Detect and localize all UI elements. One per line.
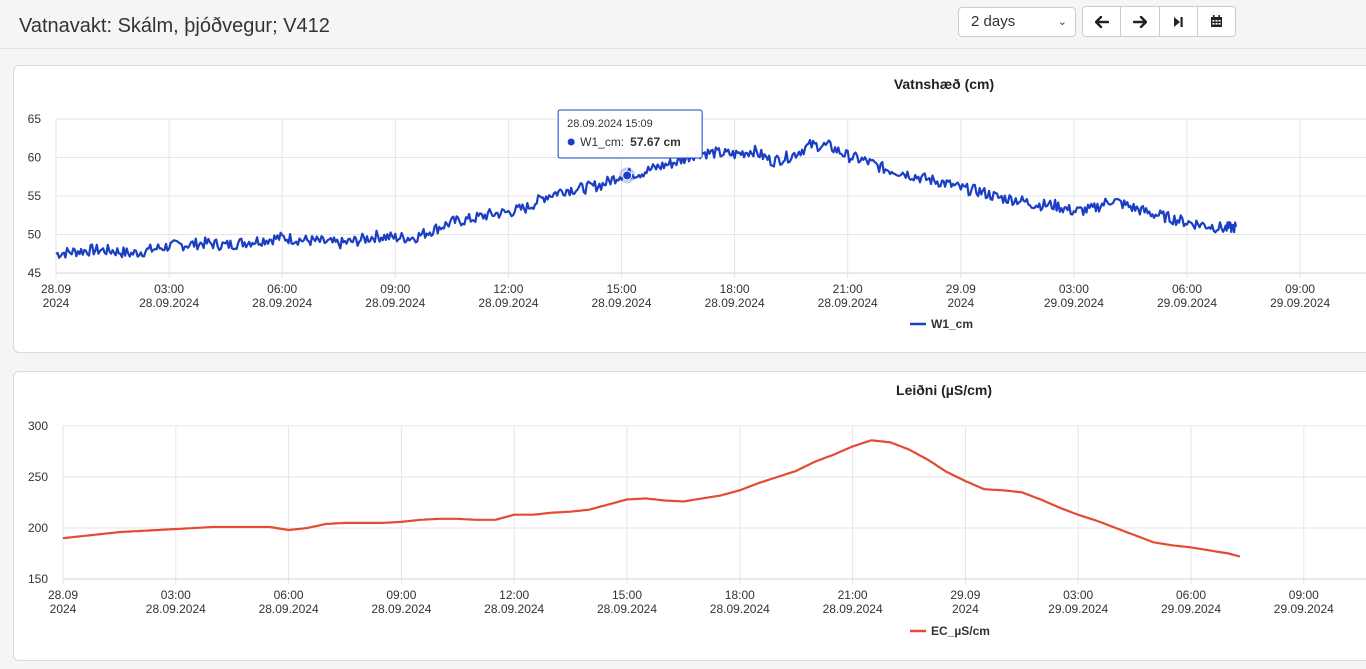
x-tick-label: 15:00: [606, 282, 636, 296]
x-tick-label: 09:00: [380, 282, 410, 296]
y-tick-label: 45: [28, 266, 42, 280]
y-tick-label: 150: [28, 572, 48, 586]
x-tick-label: 28.09: [48, 588, 78, 602]
x-tick-label: 18:00: [725, 588, 755, 602]
x-tick-label: 21:00: [838, 588, 868, 602]
conductivity-chart-panel: Leiðni (µS/cm) 150 200 250 300 28.09 2024 03:00…: [13, 371, 1366, 661]
tooltip-time: 28.09.2024 15:09: [567, 118, 653, 130]
navigation-button-group: [1082, 6, 1236, 37]
x-tick-label: 03:00: [154, 282, 184, 296]
tooltip-box: [557, 109, 703, 159]
x-tick-label: 28.09.2024: [146, 602, 206, 616]
page-title: Vatnavakt: Skálm, þjóðvegur; V412: [19, 15, 330, 37]
x-tick-label: 29.09.2024: [1161, 602, 1221, 616]
x-tick-label: 12:00: [493, 282, 523, 296]
x-tick-label: 28.09.2024: [710, 602, 770, 616]
x-tick-label: 18:00: [720, 282, 750, 296]
x-tick-label: 03:00: [161, 588, 191, 602]
back-button[interactable]: [1083, 7, 1122, 36]
x-tick-label: 28.09.2024: [371, 602, 431, 616]
arrow-right-icon: [1132, 15, 1147, 28]
y-tick-label: 65: [28, 112, 42, 126]
x-tick-label: 28.09.2024: [818, 296, 878, 310]
x-tick-label: 06:00: [1176, 588, 1206, 602]
x-tick-label: 06:00: [274, 588, 304, 602]
series-line-W1_cm: [55, 138, 1238, 259]
conductivity-chart: Leiðni (µS/cm)15020025030028.09202403:00…: [28, 382, 1366, 638]
x-tick-label: 28.09: [41, 282, 71, 296]
x-tick-label: 29.09.2024: [1048, 602, 1108, 616]
x-tick-label: 28.09.2024: [139, 296, 199, 310]
chart-title: Leiðni (µS/cm): [896, 382, 992, 398]
y-tick-label: 250: [28, 470, 48, 484]
x-tick-label: 09:00: [1289, 588, 1319, 602]
x-tick-label: 12:00: [499, 588, 529, 602]
x-tick-label: 03:00: [1063, 588, 1093, 602]
x-tick-label: 06:00: [1172, 282, 1202, 296]
x-tick-label: 29.09: [946, 282, 976, 296]
header-bar: Vatnavakt: Skálm, þjóðvegur; V412 2 days…: [0, 0, 1366, 49]
y-tick-label: 55: [28, 189, 42, 203]
x-tick-label: 29.09.2024: [1270, 296, 1330, 310]
x-tick-label: 28.09.2024: [484, 602, 544, 616]
x-tick-label: 29.09: [950, 588, 980, 602]
x-tick-label: 2024: [947, 296, 974, 310]
x-tick-label: 28.09.2024: [365, 296, 425, 310]
water-level-chart-panel: Vatnshæð (cm) 45 50 55 60 65 28.09 2024 03:00 28.…: [13, 65, 1366, 353]
tooltip-series-marker: [567, 138, 575, 146]
x-tick-label: 28.09.2024: [705, 296, 765, 310]
y-tick-label: 50: [28, 228, 42, 242]
y-tick-label: 200: [28, 521, 48, 535]
x-tick-label: 28.09.2024: [259, 602, 319, 616]
x-tick-label: 28.09.2024: [591, 296, 651, 310]
legend-label: W1_cm: [931, 317, 973, 331]
x-tick-label: 09:00: [1285, 282, 1315, 296]
x-tick-label: 06:00: [267, 282, 297, 296]
x-tick-label: 03:00: [1059, 282, 1089, 296]
chevron-down-icon: ⌄: [1057, 16, 1067, 28]
y-tick-label: 60: [28, 151, 42, 165]
x-tick-label: 2024: [952, 602, 979, 616]
calendar-button[interactable]: [1197, 7, 1235, 36]
x-tick-label: 28.09.2024: [597, 602, 657, 616]
x-tick-label: 29.09.2024: [1274, 602, 1334, 616]
x-tick-label: 28.09.2024: [823, 602, 883, 616]
tooltip-series-label: W1_cm:: [580, 135, 624, 149]
x-tick-label: 28.09.2024: [478, 296, 538, 310]
chart-title: Vatnshæð (cm): [894, 76, 994, 92]
tooltip-value: 57.67 cm: [630, 135, 681, 149]
x-tick-label: 09:00: [386, 588, 416, 602]
period-select[interactable]: 2 days ⌄: [958, 7, 1076, 37]
water-level-chart: Vatnshæð (cm)455055606528.09202403:0028.…: [28, 76, 1366, 331]
calendar-icon: [1210, 15, 1222, 27]
hover-point: [622, 170, 633, 181]
latest-button[interactable]: [1159, 7, 1198, 36]
x-tick-label: 29.09.2024: [1044, 296, 1104, 310]
arrow-left-icon: [1094, 15, 1109, 28]
x-tick-label: 21:00: [833, 282, 863, 296]
series-line-EC_µS/cm: [62, 439, 1241, 558]
step-forward-icon: [1174, 16, 1183, 27]
x-tick-label: 2024: [50, 602, 77, 616]
x-tick-label: 2024: [43, 296, 70, 310]
legend-label: EC_µS/cm: [931, 624, 990, 638]
x-tick-label: 15:00: [612, 588, 642, 602]
x-tick-label: 29.09.2024: [1157, 296, 1217, 310]
period-select-value: 2 days: [971, 13, 1016, 30]
x-tick-label: 28.09.2024: [252, 296, 312, 310]
y-tick-label: 300: [28, 419, 48, 433]
forward-button[interactable]: [1121, 7, 1160, 36]
